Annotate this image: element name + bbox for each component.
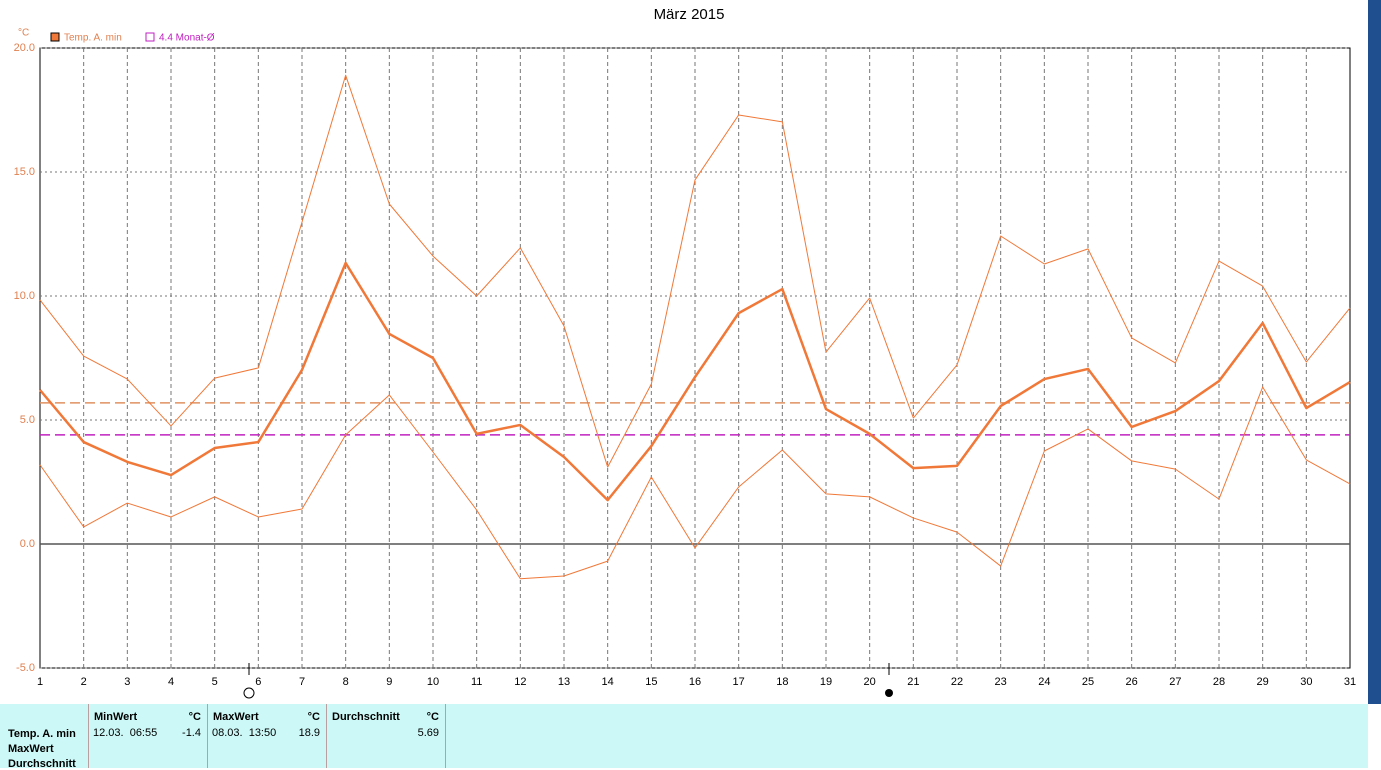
stats-column: Durchschnitt °C 5.69 <box>327 704 446 768</box>
x-tick-label: 8 <box>343 676 349 688</box>
x-tick-label: 22 <box>951 676 963 688</box>
new-moon <box>885 689 893 697</box>
x-tick-label: 30 <box>1300 676 1312 688</box>
x-tick-label: 25 <box>1082 676 1094 688</box>
x-tick-label: 3 <box>124 676 130 688</box>
chart: März 2015 °C Temp. A. min 4.4 Monat-Ø -5… <box>14 0 1381 704</box>
column-header: Durchschnitt <box>332 711 400 723</box>
chart-title: März 2015 <box>654 6 725 23</box>
x-tick-label: 7 <box>299 676 305 688</box>
x-tick-label: 5 <box>212 676 218 688</box>
column-unit: °C <box>426 711 439 723</box>
x-tick-label: 9 <box>386 676 392 688</box>
x-tick-label: 19 <box>820 676 832 688</box>
stat-value: 18.9 <box>298 727 320 739</box>
x-tick-label: 28 <box>1213 676 1225 688</box>
stats-table: Temp. A. min MaxWert Durchschnitt MinWert °C… <box>0 704 1368 770</box>
stat-value: -1.4 <box>182 727 201 739</box>
stats-column: MaxWert °C 08.03. 13:50 18.9 <box>208 704 327 768</box>
x-tick-label: 17 <box>733 676 745 688</box>
x-tick-label: 12 <box>514 676 526 688</box>
x-tick-label: 24 <box>1038 676 1050 688</box>
x-tick-label: 21 <box>907 676 919 688</box>
stat-date: 12.03. 06:55 <box>93 727 158 739</box>
data-line <box>39 261 1351 502</box>
x-tick-label: 15 <box>645 676 657 688</box>
row-label: Temp. A. min <box>8 728 76 740</box>
x-tick-label: 26 <box>1126 676 1138 688</box>
x-tick-label: 23 <box>995 676 1007 688</box>
y-tick-label: 15.0 <box>14 166 35 178</box>
y-tick-label: 10.0 <box>14 290 35 302</box>
x-tick-label: 14 <box>602 676 614 688</box>
row-label-column: Temp. A. min MaxWert Durchschnitt <box>0 704 89 770</box>
x-tick-label: 10 <box>427 676 439 688</box>
legend-label: 4.4 Monat-Ø <box>159 33 215 44</box>
stat-value: 5.69 <box>417 727 439 739</box>
y-tick-label: -5.0 <box>16 662 35 674</box>
x-tick-label: 2 <box>81 676 87 688</box>
x-tick-label: 4 <box>168 676 174 688</box>
legend-label: Temp. A. min <box>64 33 122 44</box>
legend-swatch <box>145 32 155 42</box>
column-header: MinWert <box>94 711 138 723</box>
column-header: MaxWert <box>213 711 259 723</box>
data-line <box>39 74 1351 468</box>
x-tick-label: 13 <box>558 676 570 688</box>
window-edge <box>1368 0 1381 704</box>
x-tick-label: 20 <box>864 676 876 688</box>
row-label: MaxWert <box>8 743 54 755</box>
y-tick-label: 5.0 <box>20 414 35 426</box>
x-tick-label: 31 <box>1344 676 1356 688</box>
column-unit: °C <box>188 711 201 723</box>
x-tick-label: 1 <box>37 676 43 688</box>
x-tick-label: 16 <box>689 676 701 688</box>
x-tick-label: 18 <box>776 676 788 688</box>
legend-swatch <box>50 32 60 42</box>
x-tick-label: 29 <box>1257 676 1269 688</box>
y-tick-label: 0.0 <box>20 538 35 550</box>
row-label: Durchschnitt <box>8 758 76 770</box>
full-moon <box>243 687 255 699</box>
x-tick-label: 27 <box>1169 676 1181 688</box>
x-tick-label: 11 <box>471 676 482 688</box>
y-unit: °C <box>18 28 29 39</box>
data-line <box>39 386 1351 580</box>
stat-date: 08.03. 13:50 <box>212 727 277 739</box>
column-unit: °C <box>307 711 320 723</box>
stats-column: MinWert °C 12.03. 06:55 -1.4 <box>89 704 208 768</box>
y-tick-label: 20.0 <box>14 42 35 54</box>
x-tick-label: 6 <box>255 676 261 688</box>
